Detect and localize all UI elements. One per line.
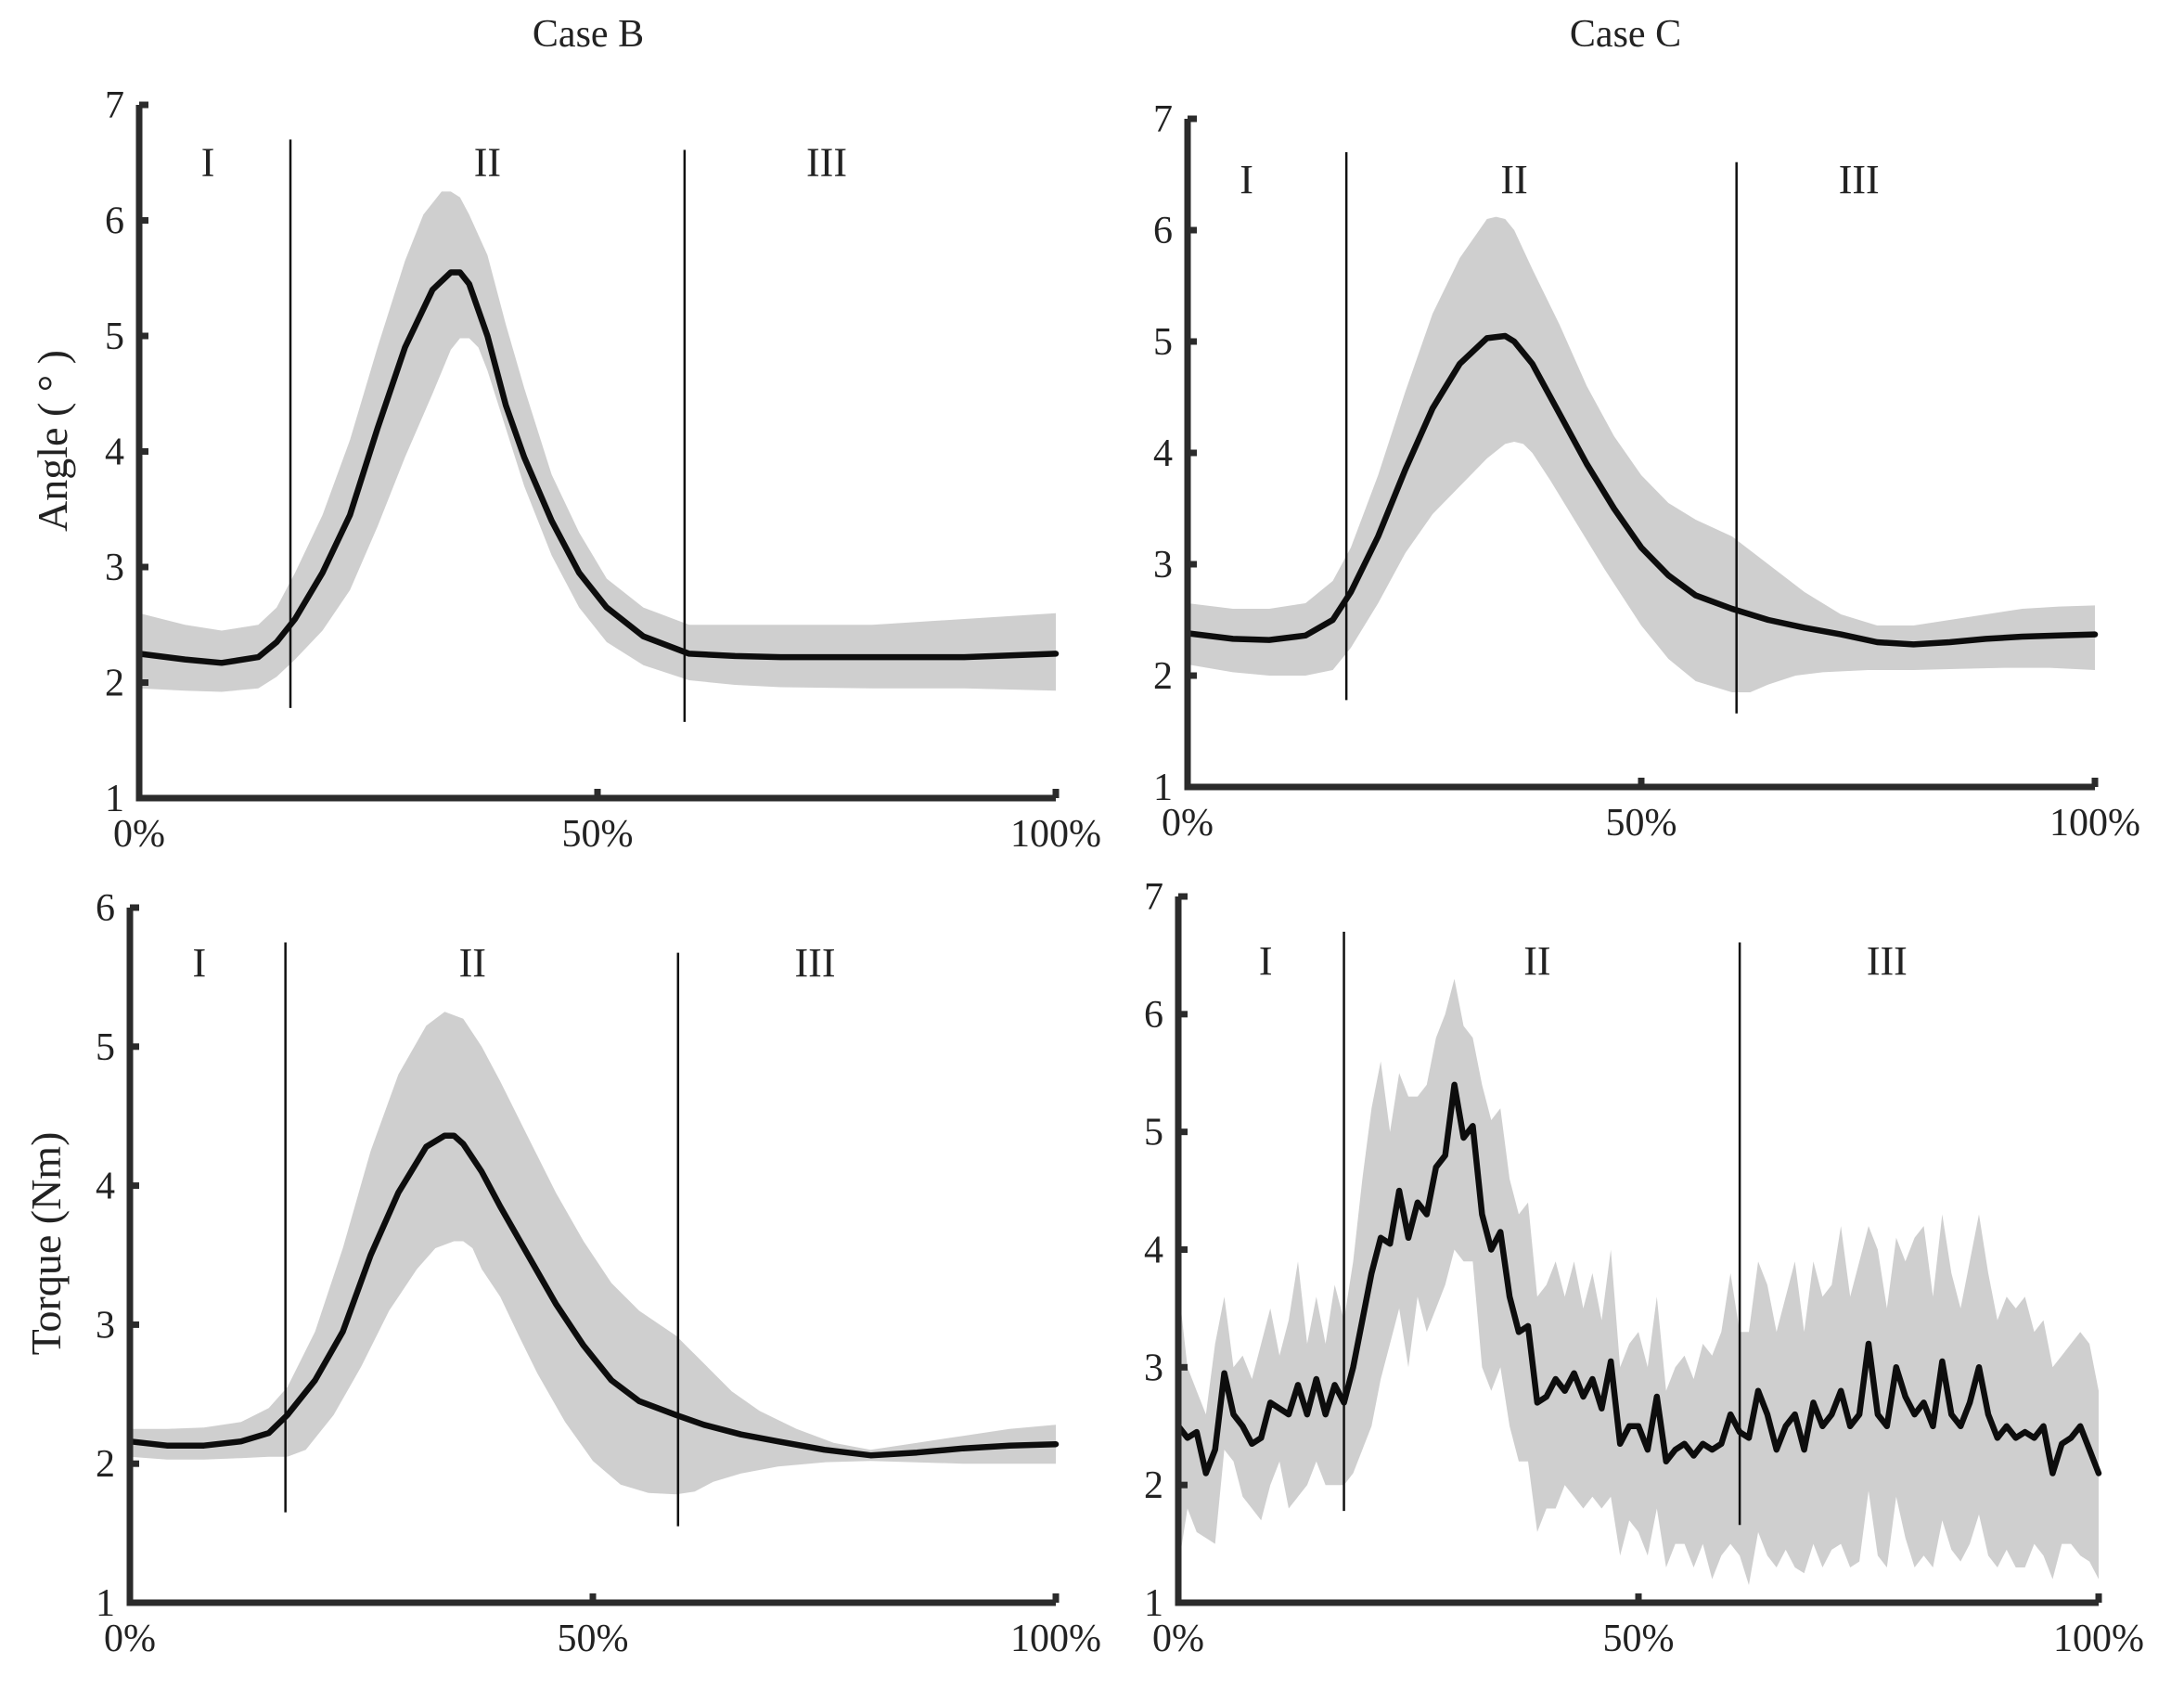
case-b-torque-mean-line	[126, 1132, 1060, 1459]
case-b-angle-y-tick-label-7: 7	[105, 84, 124, 127]
case-b-torque-y-tick-label-4: 4	[96, 1166, 115, 1208]
case-c-angle-x-tick-label-50: 50%	[1606, 802, 1677, 845]
case-b-angle-x-tick-label-100: 100%	[1010, 813, 1101, 856]
case-c-torque-y-tick-label-2: 2	[1144, 1464, 1163, 1507]
case-c-torque-x-tick-label-50: 50%	[1603, 1618, 1675, 1660]
case-b-torque-phase-label-3: III	[795, 940, 836, 986]
case-b-torque-sd-band	[130, 1012, 1056, 1495]
case-b-torque-y-tick-label-5: 5	[96, 1026, 115, 1069]
case-c-torque-phase-label-2: II	[1523, 938, 1550, 984]
case-c-angle-mean-line	[1184, 332, 2099, 648]
case-c-angle-x-tick-label-100: 100%	[2049, 802, 2140, 845]
case-b-torque-x-tick-label-50: 50%	[558, 1618, 629, 1660]
case-c-angle-x-tick-label-0: 0%	[1162, 802, 1214, 845]
case-c-angle-phase-label-1: I	[1240, 157, 1253, 202]
case-c-torque-x-tick-label-0: 0%	[1152, 1618, 1204, 1660]
case-c-torque-y-tick-label-5: 5	[1144, 1112, 1163, 1154]
case-c-angle-y-tick-label-5: 5	[1153, 321, 1173, 364]
case-c-torque-y-tick-label-3: 3	[1144, 1347, 1163, 1389]
case-b-torque-y-tick-label-2: 2	[96, 1443, 115, 1486]
case-c-angle-phase-label-2: II	[1500, 157, 1527, 202]
case-c-torque-y-tick-label-6: 6	[1144, 994, 1163, 1037]
case-c-torque-x-tick-label-100: 100%	[2053, 1618, 2144, 1660]
case-c-torque-mean-line	[1175, 1081, 2102, 1476]
case-b-angle-x-tick-label-50: 50%	[562, 813, 634, 856]
case-c-torque-y-tick-label-4: 4	[1144, 1230, 1163, 1272]
case-b-angle-axes	[135, 105, 1056, 802]
case-c-angle-y-tick-label-7: 7	[1153, 98, 1173, 141]
case-c-angle-y-tick-label-1: 1	[1153, 767, 1173, 809]
y-axis-label-torque: Torque (Nm)	[22, 1132, 70, 1356]
case-c-torque-y-tick-label-1: 1	[1144, 1582, 1163, 1625]
column-title-case-b: Case B	[533, 13, 644, 56]
case-b-angle-x-tick-label-0: 0%	[113, 813, 165, 856]
case-b-angle-mean-line	[135, 269, 1060, 666]
case-c-angle-y-tick-label-6: 6	[1153, 210, 1173, 252]
case-c-angle-sd-band	[1188, 216, 2095, 693]
case-c-angle-y-tick-label-4: 4	[1153, 432, 1173, 475]
column-title-case-c: Case C	[1570, 13, 1681, 56]
case-b-angle-y-tick-label-3: 3	[105, 547, 124, 589]
case-b-torque-y-tick-label-6: 6	[96, 887, 115, 930]
case-b-torque-phase-label-1: I	[193, 940, 207, 986]
case-b-angle-phase-label-1: I	[201, 139, 215, 185]
case-b-angle-y-tick-label-4: 4	[105, 432, 124, 474]
case-b-torque-y-tick-label-3: 3	[96, 1304, 115, 1347]
case-b-angle-y-tick-label-6: 6	[105, 200, 124, 243]
case-b-angle-sd-band	[139, 191, 1056, 692]
case-c-torque-phase-label-1: I	[1259, 938, 1273, 984]
case-c-torque-phase-label-3: III	[1867, 938, 1908, 984]
case-b-torque-x-tick-label-0: 0%	[104, 1618, 156, 1660]
case-b-angle-y-tick-label-2: 2	[105, 663, 124, 705]
case-c-angle-y-tick-label-3: 3	[1153, 544, 1173, 587]
case-c-torque-sd-band	[1178, 978, 2099, 1585]
case-c-angle-phase-label-3: III	[1839, 157, 1880, 202]
case-b-angle-phase-label-3: III	[806, 139, 847, 185]
case-c-torque-y-tick-label-7: 7	[1144, 876, 1163, 919]
case-b-angle-y-tick-label-1: 1	[105, 778, 124, 820]
case-b-angle-y-tick-label-5: 5	[105, 316, 124, 358]
case-b-angle-phase-label-2: II	[474, 139, 501, 185]
case-c-angle-y-tick-label-2: 2	[1153, 655, 1173, 698]
case-b-torque-phase-label-2: II	[459, 940, 486, 986]
case-b-torque-y-tick-label-1: 1	[96, 1582, 115, 1625]
case-c-angle-axes	[1184, 119, 2095, 791]
y-axis-label-angle: Angle ( ° )	[29, 350, 76, 532]
case-b-torque-x-tick-label-100: 100%	[1010, 1618, 1101, 1660]
